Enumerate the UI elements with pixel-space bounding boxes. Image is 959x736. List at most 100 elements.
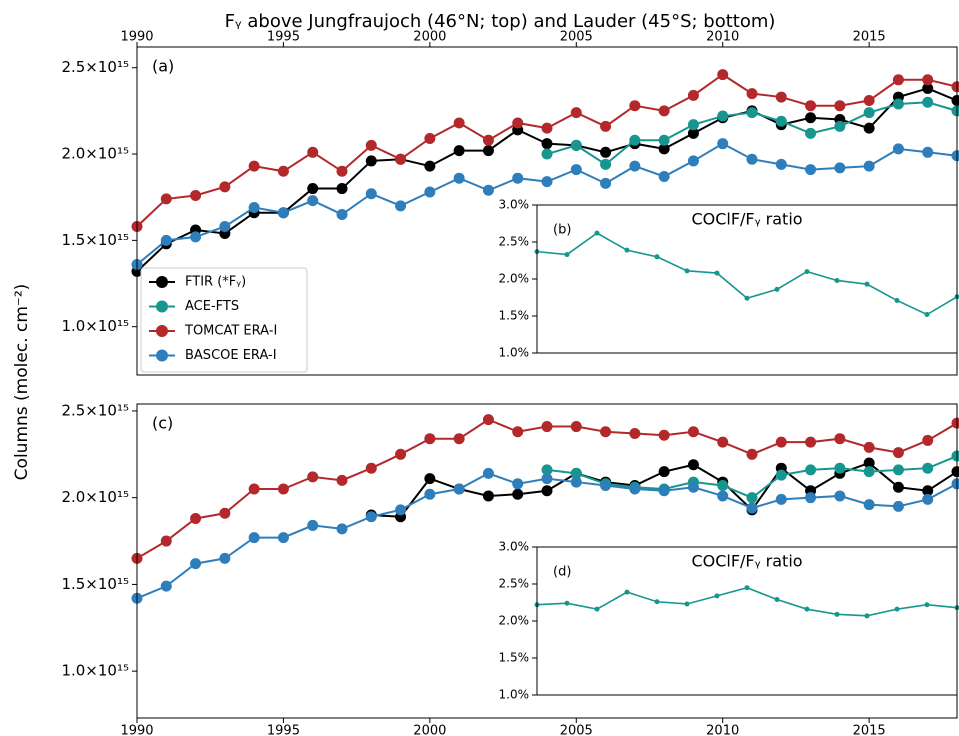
data-point xyxy=(307,183,319,195)
y-tick-label: 2.5% xyxy=(499,577,530,591)
data-point xyxy=(658,170,670,182)
panel-label: (c) xyxy=(152,414,173,433)
data-point xyxy=(482,134,494,146)
data-point xyxy=(951,150,959,162)
y-tick-label: 2.5×10¹⁵ xyxy=(61,58,129,76)
data-point xyxy=(219,181,231,193)
data-point xyxy=(160,535,172,547)
data-point xyxy=(277,165,289,177)
data-point xyxy=(863,107,875,119)
data-point xyxy=(924,312,930,318)
data-point xyxy=(744,295,750,301)
data-point xyxy=(190,231,202,243)
data-point xyxy=(629,160,641,172)
data-point xyxy=(395,448,407,460)
data-point xyxy=(424,488,436,500)
y-tick-label: 1.0×10¹⁵ xyxy=(61,317,129,335)
data-point xyxy=(774,597,780,603)
data-point xyxy=(600,120,612,132)
data-point xyxy=(190,512,202,524)
data-point xyxy=(395,153,407,165)
inset-background xyxy=(537,547,957,695)
data-point xyxy=(746,107,758,119)
data-point xyxy=(482,184,494,196)
data-point xyxy=(892,74,904,86)
data-point xyxy=(863,499,875,511)
data-point xyxy=(717,69,729,81)
data-point xyxy=(684,268,690,274)
data-point xyxy=(714,593,720,599)
data-point xyxy=(922,146,934,158)
data-point xyxy=(512,117,524,129)
data-point xyxy=(951,105,959,117)
data-point xyxy=(600,426,612,438)
data-point xyxy=(541,148,553,160)
y-tick-label: 1.5×10¹⁵ xyxy=(61,575,129,593)
data-point xyxy=(570,476,582,488)
data-point xyxy=(453,145,465,157)
data-point xyxy=(746,153,758,165)
data-point xyxy=(658,466,670,478)
data-point xyxy=(424,473,436,485)
data-point xyxy=(654,599,660,605)
x-tick-label: 2005 xyxy=(560,724,593,736)
data-point xyxy=(307,146,319,158)
data-point xyxy=(365,462,377,474)
data-point xyxy=(863,122,875,134)
data-point xyxy=(365,188,377,200)
data-point xyxy=(834,100,846,112)
y-tick-label: 2.5% xyxy=(499,235,530,249)
data-point xyxy=(512,172,524,184)
data-point xyxy=(658,134,670,146)
data-point xyxy=(453,172,465,184)
data-point xyxy=(805,112,817,124)
y-tick-label: 3.0% xyxy=(499,540,530,554)
data-point xyxy=(482,145,494,157)
panel-label: (d) xyxy=(553,565,571,580)
data-point xyxy=(951,81,959,93)
legend-label: ACE-FTS xyxy=(185,299,239,314)
data-point xyxy=(658,429,670,441)
data-point xyxy=(775,493,787,505)
x-tick-label: 2010 xyxy=(706,30,739,45)
data-point xyxy=(160,234,172,246)
data-point xyxy=(564,252,570,258)
data-point xyxy=(307,471,319,483)
data-point xyxy=(336,523,348,535)
data-point xyxy=(744,585,750,591)
data-point xyxy=(277,207,289,219)
x-tick-label: 2010 xyxy=(706,724,739,736)
data-point xyxy=(834,277,840,283)
data-point xyxy=(864,281,870,287)
data-point xyxy=(863,95,875,107)
data-point xyxy=(336,474,348,486)
data-point xyxy=(863,441,875,453)
data-point xyxy=(277,483,289,495)
x-tick-label: 2005 xyxy=(560,30,593,45)
data-point xyxy=(482,414,494,426)
data-point xyxy=(892,143,904,155)
data-point xyxy=(687,119,699,131)
data-point xyxy=(658,143,670,155)
y-tick-label: 3.0% xyxy=(499,198,530,212)
data-point xyxy=(922,485,934,497)
data-point xyxy=(687,481,699,493)
data-point xyxy=(924,602,930,608)
legend-swatch xyxy=(156,276,168,288)
x-tick-label: 2000 xyxy=(413,30,446,45)
data-point xyxy=(365,511,377,523)
data-point xyxy=(714,270,720,276)
data-point xyxy=(277,532,289,544)
y-tick-label: 1.0% xyxy=(499,688,530,702)
data-point xyxy=(424,433,436,445)
inset-title: COClF/Fᵧ ratio xyxy=(691,552,802,571)
data-point xyxy=(717,110,729,122)
data-point xyxy=(863,457,875,469)
data-point xyxy=(248,483,260,495)
data-point xyxy=(512,488,524,500)
data-point xyxy=(160,193,172,205)
data-point xyxy=(746,88,758,100)
data-point xyxy=(570,164,582,176)
data-point xyxy=(219,507,231,519)
